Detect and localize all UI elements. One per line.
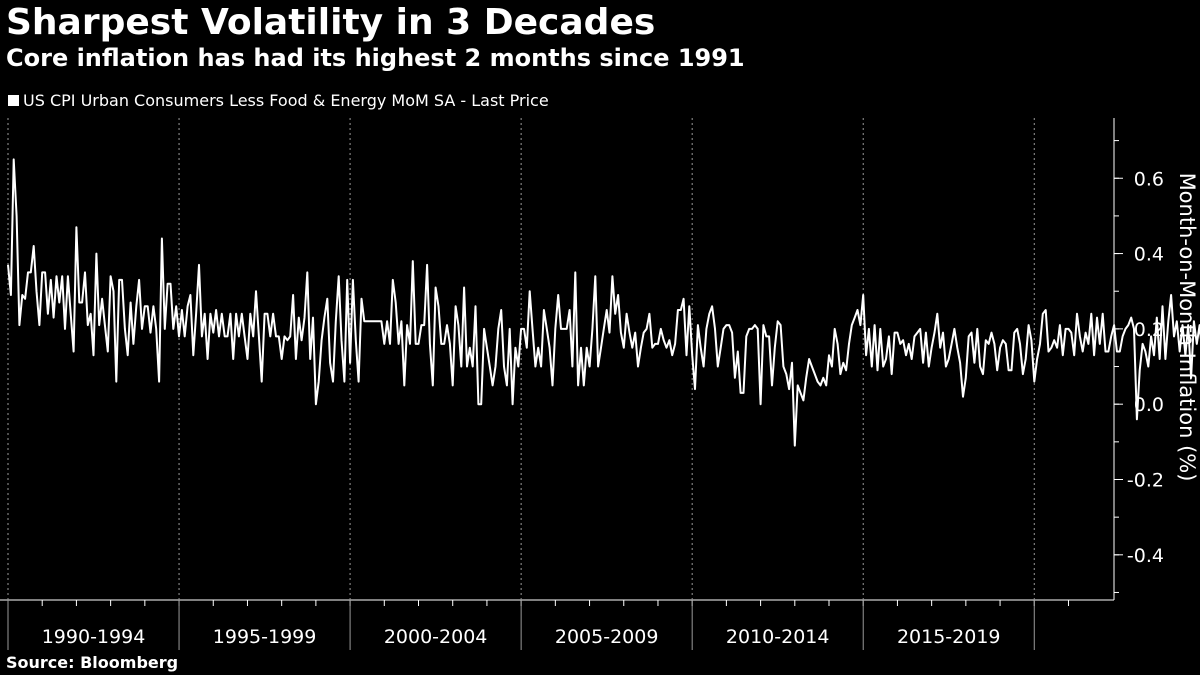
y-axis-label: Month-on-Month Inflation (%): [1175, 173, 1199, 482]
y-axis: -0.4 -0.2 0.0 0.2 0.4 0.6: [1113, 118, 1164, 600]
y-tick-label: 0.2: [1134, 319, 1164, 341]
y-tick-label: 0.6: [1134, 168, 1164, 190]
x-tick-label: 1990-1994: [42, 626, 146, 648]
x-axis: 1990-1994 1995-1999 2000-2004 2005-2009 2010…: [0, 118, 1114, 650]
chart-subtitle: Core inflation has had its highest 2 mon…: [6, 44, 745, 72]
source-note: Source: Bloomberg: [6, 653, 179, 672]
series-line: [7, 158, 1200, 447]
series-layer: [7, 158, 1200, 447]
y-tick-label: 0.0: [1134, 394, 1164, 416]
chart-title: Sharpest Volatility in 3 Decades: [6, 2, 656, 43]
x-tick-label: 1995-1999: [213, 626, 317, 648]
y-tick-label: -0.2: [1127, 470, 1164, 492]
x-tick-label: 2015-2019: [897, 626, 1001, 648]
y-tick-label: 0.4: [1134, 244, 1164, 266]
x-tick-label: 2000-2004: [384, 626, 488, 648]
legend-swatch: [8, 95, 19, 106]
x-tick-label: 2010-2014: [726, 626, 830, 648]
x-tick-label: 2005-2009: [555, 626, 659, 648]
y-tick-label: -0.4: [1127, 545, 1164, 567]
legend-label: US CPI Urban Consumers Less Food & Energ…: [23, 91, 549, 110]
chart-legend: US CPI Urban Consumers Less Food & Energ…: [8, 91, 549, 110]
